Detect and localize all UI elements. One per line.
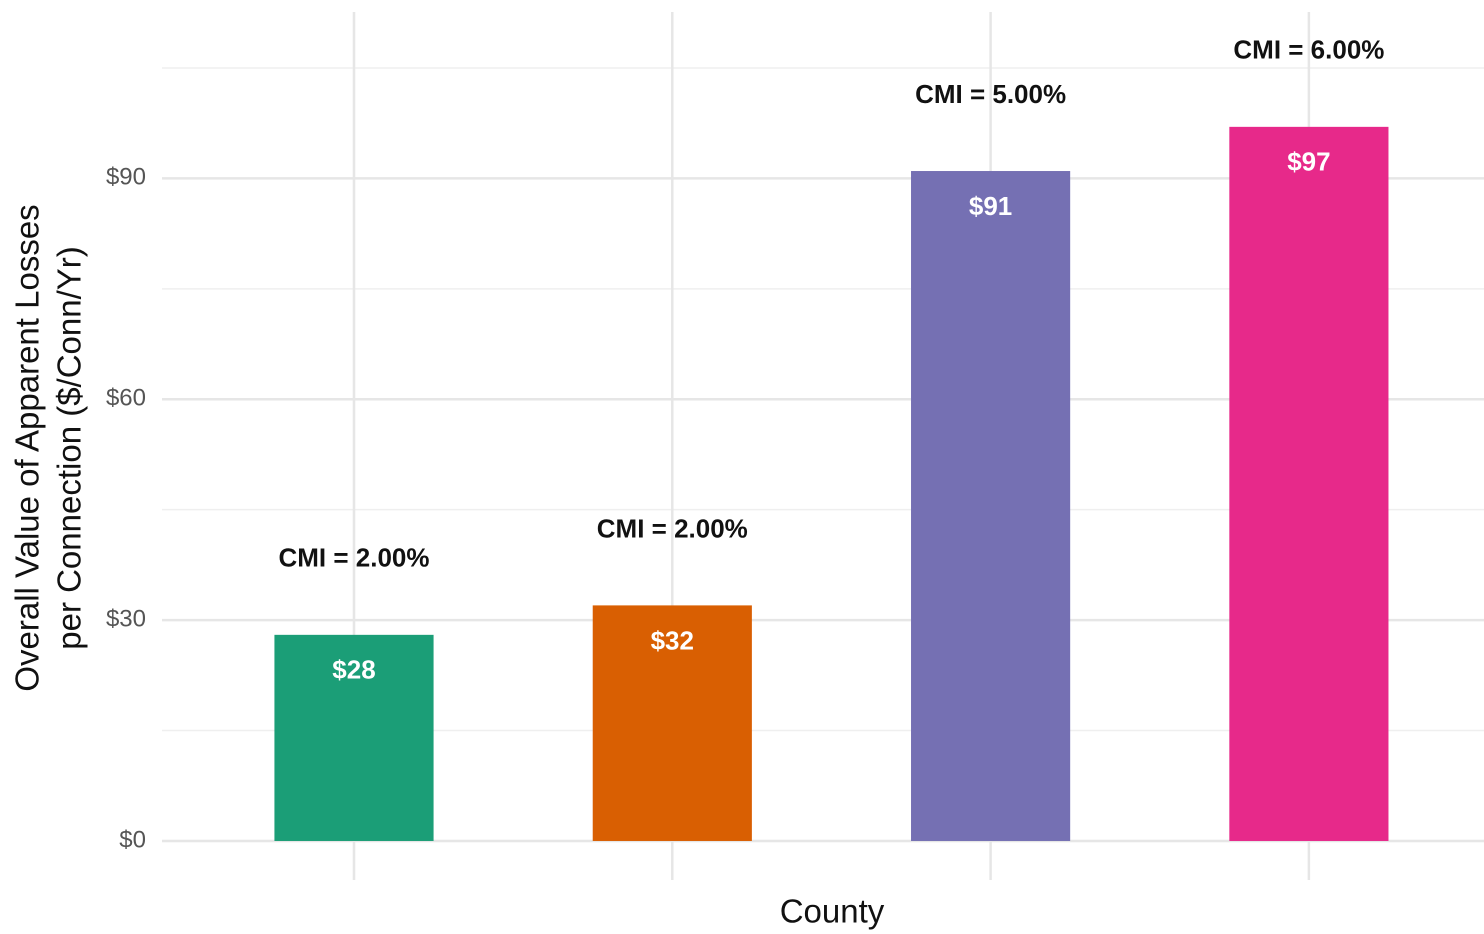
bar <box>592 605 752 841</box>
bar <box>1229 126 1389 841</box>
y-axis-label: per Connection ($/Conn/Yr) <box>51 246 88 650</box>
annotation: CMI = 2.00% <box>278 543 429 573</box>
y-axis-label: Overall Value of Apparent Losses <box>9 204 46 691</box>
annotation: CMI = 6.00% <box>1233 35 1384 65</box>
y-tick-label: $60 <box>106 385 146 412</box>
bar <box>911 171 1071 841</box>
annotation: CMI = 2.00% <box>597 513 748 543</box>
annotation: CMI = 5.00% <box>915 79 1066 109</box>
bar <box>274 634 434 841</box>
value-label: $32 <box>651 625 694 655</box>
value-label: $91 <box>969 191 1012 221</box>
y-tick-label: $90 <box>106 164 146 191</box>
y-tick-label: $0 <box>119 826 146 853</box>
value-label: $28 <box>332 655 375 685</box>
x-axis-label: County <box>780 893 885 930</box>
y-tick-label: $30 <box>106 605 146 632</box>
value-label: $97 <box>1287 147 1330 177</box>
